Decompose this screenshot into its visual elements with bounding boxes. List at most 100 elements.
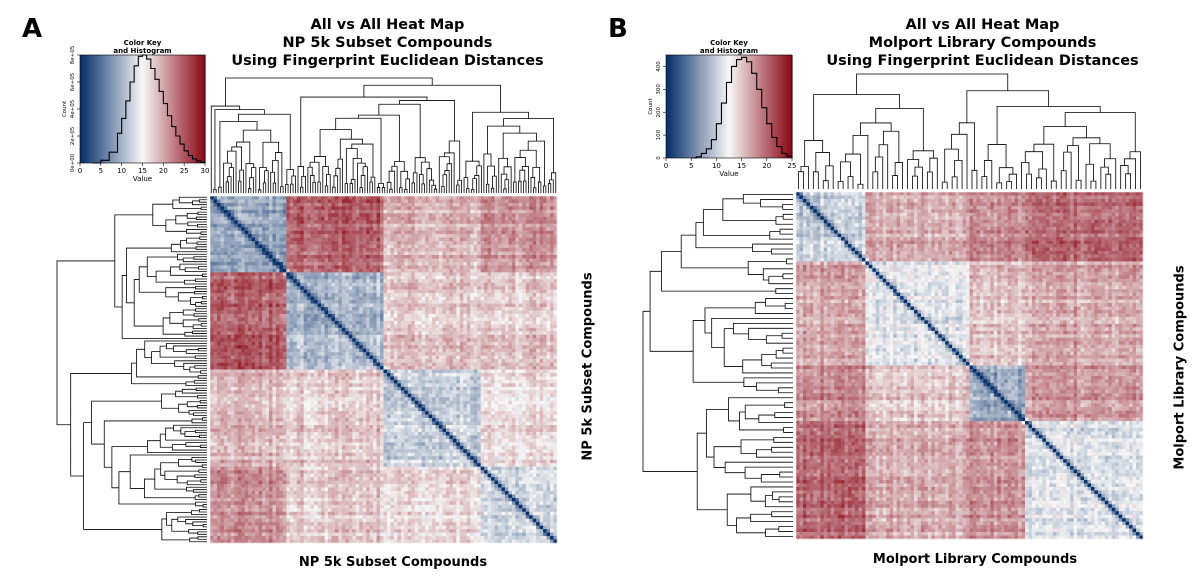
heatmap-cell bbox=[223, 355, 228, 360]
heatmap-cell bbox=[380, 355, 384, 360]
heatmap-cell bbox=[341, 313, 346, 318]
heatmap-cell bbox=[425, 230, 429, 235]
heatmap-cell bbox=[543, 202, 547, 207]
heatmap-cell bbox=[466, 313, 471, 318]
heatmap-cell bbox=[386, 230, 391, 235]
heatmap-cell bbox=[421, 258, 426, 263]
heatmap-cell bbox=[421, 275, 426, 280]
heatmap-cell bbox=[515, 254, 520, 259]
heatmap-cell bbox=[255, 202, 259, 207]
heatmap-cell bbox=[425, 265, 429, 270]
heatmap-cell bbox=[334, 199, 339, 204]
heatmap-cell bbox=[386, 310, 391, 315]
heatmap-cell bbox=[355, 341, 360, 346]
heatmap-cell bbox=[449, 216, 454, 221]
heatmap-cell bbox=[487, 202, 492, 207]
heatmap-cell bbox=[543, 223, 547, 228]
heatmap-cell bbox=[383, 286, 388, 290]
heatmap-cell bbox=[334, 261, 339, 266]
heatmap-cell bbox=[494, 293, 499, 297]
heatmap-cell bbox=[463, 213, 468, 218]
heatmap-cell bbox=[300, 196, 304, 200]
heatmap-cell bbox=[428, 352, 433, 356]
heatmap-cell bbox=[445, 216, 450, 221]
heatmap-cell bbox=[331, 241, 336, 245]
heatmap-cell bbox=[546, 196, 551, 200]
heatmap-cell bbox=[452, 230, 457, 235]
heatmap-cell bbox=[286, 254, 291, 259]
heatmap-cell bbox=[498, 345, 502, 349]
heatmap-cell bbox=[411, 289, 416, 294]
heatmap-cell bbox=[525, 317, 530, 322]
heatmap-cell bbox=[216, 275, 221, 280]
heatmap-cell bbox=[348, 282, 353, 287]
heatmap-cell bbox=[213, 258, 218, 263]
heatmap-cell bbox=[307, 230, 311, 235]
heatmap-cell bbox=[223, 327, 228, 332]
heatmap-cell bbox=[317, 244, 322, 249]
heatmap-cell bbox=[268, 282, 273, 287]
heatmap-cell bbox=[376, 265, 381, 270]
heatmap-cell bbox=[380, 268, 384, 273]
heatmap-cell bbox=[324, 348, 329, 353]
heatmap-cell bbox=[352, 223, 357, 228]
heatmap-cell bbox=[494, 251, 499, 256]
heatmap-cell bbox=[473, 303, 478, 308]
heatmap-cell bbox=[418, 213, 422, 218]
heatmap-cell bbox=[345, 300, 350, 304]
heatmap-cell bbox=[518, 272, 523, 277]
heatmap-cell bbox=[268, 223, 273, 228]
heatmap-cell bbox=[248, 248, 252, 252]
heatmap-cell bbox=[210, 303, 214, 308]
heatmap-cell bbox=[334, 324, 339, 329]
heatmap-cell bbox=[504, 341, 509, 346]
heatmap-cell bbox=[553, 345, 558, 349]
heatmap-cell bbox=[411, 196, 416, 200]
heatmap-cell bbox=[268, 241, 273, 245]
heatmap-cell bbox=[463, 293, 468, 297]
heatmap-cell bbox=[511, 244, 516, 249]
heatmap-cell bbox=[227, 313, 232, 318]
heatmap-cell bbox=[553, 213, 558, 218]
heatmap-cell bbox=[317, 327, 322, 332]
heatmap-cell bbox=[293, 216, 298, 221]
heatmap-cell bbox=[522, 223, 527, 228]
heatmap-cell bbox=[456, 213, 461, 218]
heatmap-cell bbox=[511, 352, 516, 356]
heatmap-cell bbox=[223, 220, 228, 225]
heatmap-cell bbox=[470, 362, 475, 367]
heatmap-cell bbox=[220, 334, 225, 339]
heatmap-cell bbox=[511, 209, 516, 214]
heatmap-cell bbox=[262, 320, 266, 325]
heatmap-cell bbox=[390, 320, 395, 325]
heatmap-cell bbox=[303, 355, 308, 360]
heatmap-cell bbox=[268, 244, 273, 249]
heatmap-cell bbox=[539, 261, 544, 266]
heatmap-cell bbox=[498, 209, 502, 214]
heatmap-cell bbox=[511, 258, 516, 263]
heatmap-cell bbox=[553, 327, 558, 332]
heatmap-cell bbox=[501, 265, 506, 270]
heatmap-cell bbox=[300, 199, 304, 204]
heatmap-cell bbox=[484, 313, 488, 318]
heatmap-cell bbox=[466, 293, 471, 297]
heatmap-cell bbox=[439, 313, 443, 318]
heatmap-cell bbox=[428, 251, 433, 256]
heatmap-cell bbox=[435, 275, 440, 280]
heatmap-cell bbox=[515, 258, 520, 263]
heatmap-cell bbox=[317, 303, 322, 308]
heatmap-cell bbox=[373, 265, 377, 270]
heatmap-cell bbox=[210, 265, 214, 270]
heatmap-cell bbox=[428, 362, 433, 367]
heatmap-cell bbox=[466, 362, 471, 367]
heatmap-cell bbox=[442, 209, 447, 214]
heatmap-cell bbox=[296, 241, 301, 245]
heatmap-cell bbox=[352, 313, 357, 318]
heatmap-cell bbox=[366, 227, 370, 231]
heatmap-cell bbox=[380, 272, 384, 277]
heatmap-cell bbox=[293, 331, 298, 336]
heatmap-cell bbox=[553, 313, 558, 318]
heatmap-cell bbox=[553, 296, 558, 301]
heatmap-cell bbox=[439, 289, 443, 294]
heatmap-cell bbox=[484, 202, 488, 207]
